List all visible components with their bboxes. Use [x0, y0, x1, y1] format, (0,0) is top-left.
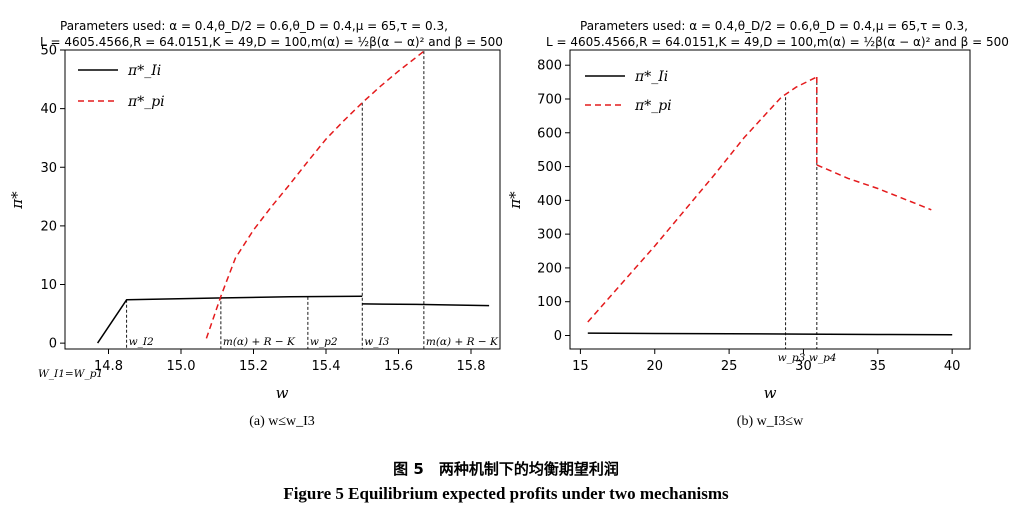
- figure-caption-cn: 图 5 两种机制下的均衡期望利润: [393, 460, 619, 478]
- b-ytick-label: 100: [537, 295, 562, 310]
- panel-a-params-line1: Parameters used: α = 0.4,θ_D/2 = 0.6,θ_D…: [60, 19, 448, 33]
- a-marker-label: m(α) + R − K: [223, 336, 296, 348]
- panel-a-params-line2: L = 4605.4566,R = 64.0151,K = 49,D = 100…: [40, 35, 503, 49]
- b-xtick-label: 20: [646, 359, 663, 374]
- b-ytick-label: 800: [537, 59, 562, 74]
- b-ytick-label: 500: [537, 160, 562, 175]
- b-xtick-label: 25: [721, 359, 738, 374]
- a-xtick-label: 15.6: [384, 359, 413, 374]
- a-xtick-label: 15.4: [312, 359, 341, 374]
- b-ytick-label: 0: [554, 329, 562, 344]
- panel-a-xlabel: w: [276, 384, 289, 402]
- b-xtick-label: 35: [870, 359, 887, 374]
- a-series-pi-pi-line: [205, 50, 425, 339]
- figure-caption-en: Figure 5 Equilibrium expected profits un…: [283, 484, 729, 503]
- panel-b-params-line1: Parameters used: α = 0.4,θ_D/2 = 0.6,θ_D…: [580, 19, 968, 33]
- panel-b-legend-label-pi: π*_pi: [634, 98, 672, 114]
- panel-a-origin-label: W_I1=W_p1: [38, 368, 103, 380]
- b-ytick-label: 200: [537, 261, 562, 276]
- panel-b-legend: π*_Ii π*_pi: [585, 69, 672, 114]
- a-ytick-label: 50: [40, 44, 57, 59]
- panel-b-xlabel: w: [764, 384, 777, 402]
- b-marker-label: w_p3: [778, 352, 806, 364]
- b-ytick-label: 300: [537, 228, 562, 243]
- a-xtick-label: 15.0: [167, 359, 196, 374]
- b-ytick-label: 600: [537, 126, 562, 141]
- a-ytick-label: 30: [40, 161, 57, 176]
- a-ytick-label: 20: [40, 219, 57, 234]
- a-xtick-label: 15.2: [239, 359, 268, 374]
- b-ytick-label: 400: [537, 194, 562, 209]
- a-ytick-label: 0: [49, 337, 57, 352]
- a-xtick-label: 14.8: [94, 359, 123, 374]
- b-xtick-label: 40: [944, 359, 961, 374]
- a-series-pi-ii-line: [362, 303, 490, 307]
- b-xtick-label: 30: [795, 359, 812, 374]
- a-marker-label: w_I3: [364, 336, 389, 348]
- panel-a-legend: π*_Ii π*_pi: [78, 63, 165, 110]
- panel-b-ylabel: π*: [506, 191, 524, 210]
- a-marker-label: w_p2: [310, 336, 338, 348]
- panel-b-frame: [569, 49, 971, 350]
- a-ytick-label: 40: [40, 102, 57, 117]
- b-xtick-label: 15: [572, 359, 589, 374]
- panel-a-legend-label-pi: π*_pi: [127, 94, 165, 110]
- panel-b-params-line2: L = 4605.4566,R = 64.0151,K = 49,D = 100…: [546, 35, 1009, 49]
- panel-a-legend-label-ii: π*_Ii: [127, 63, 161, 79]
- b-marker-label: w_p4: [809, 352, 837, 364]
- b-series-pi-pi-line: [816, 164, 932, 211]
- a-ytick-label: 10: [40, 278, 57, 293]
- a-series-pi-ii-line: [96, 295, 363, 344]
- a-marker-label: w_I2: [129, 336, 154, 348]
- panel-b-legend-label-ii: π*_Ii: [634, 69, 668, 85]
- a-marker-label: m(α) + R − K: [426, 336, 499, 348]
- b-ytick-label: 700: [537, 92, 562, 107]
- panel-a-ylabel: π*: [8, 191, 26, 210]
- panel-a-subcaption: (a) w≤w_I3: [249, 414, 315, 429]
- panel-b: Parameters used: α = 0.4,θ_D/2 = 0.6,θ_D…: [506, 19, 1009, 429]
- a-xtick-label: 15.8: [457, 359, 486, 374]
- b-series-pi-ii-line: [587, 332, 953, 336]
- panel-b-subcaption: (b) w_I3≤w: [737, 414, 804, 429]
- panel-a-frame: [64, 49, 501, 350]
- b-series-pi-pi-line: [587, 76, 818, 323]
- panel-a: Parameters used: α = 0.4,θ_D/2 = 0.6,θ_D…: [8, 19, 503, 429]
